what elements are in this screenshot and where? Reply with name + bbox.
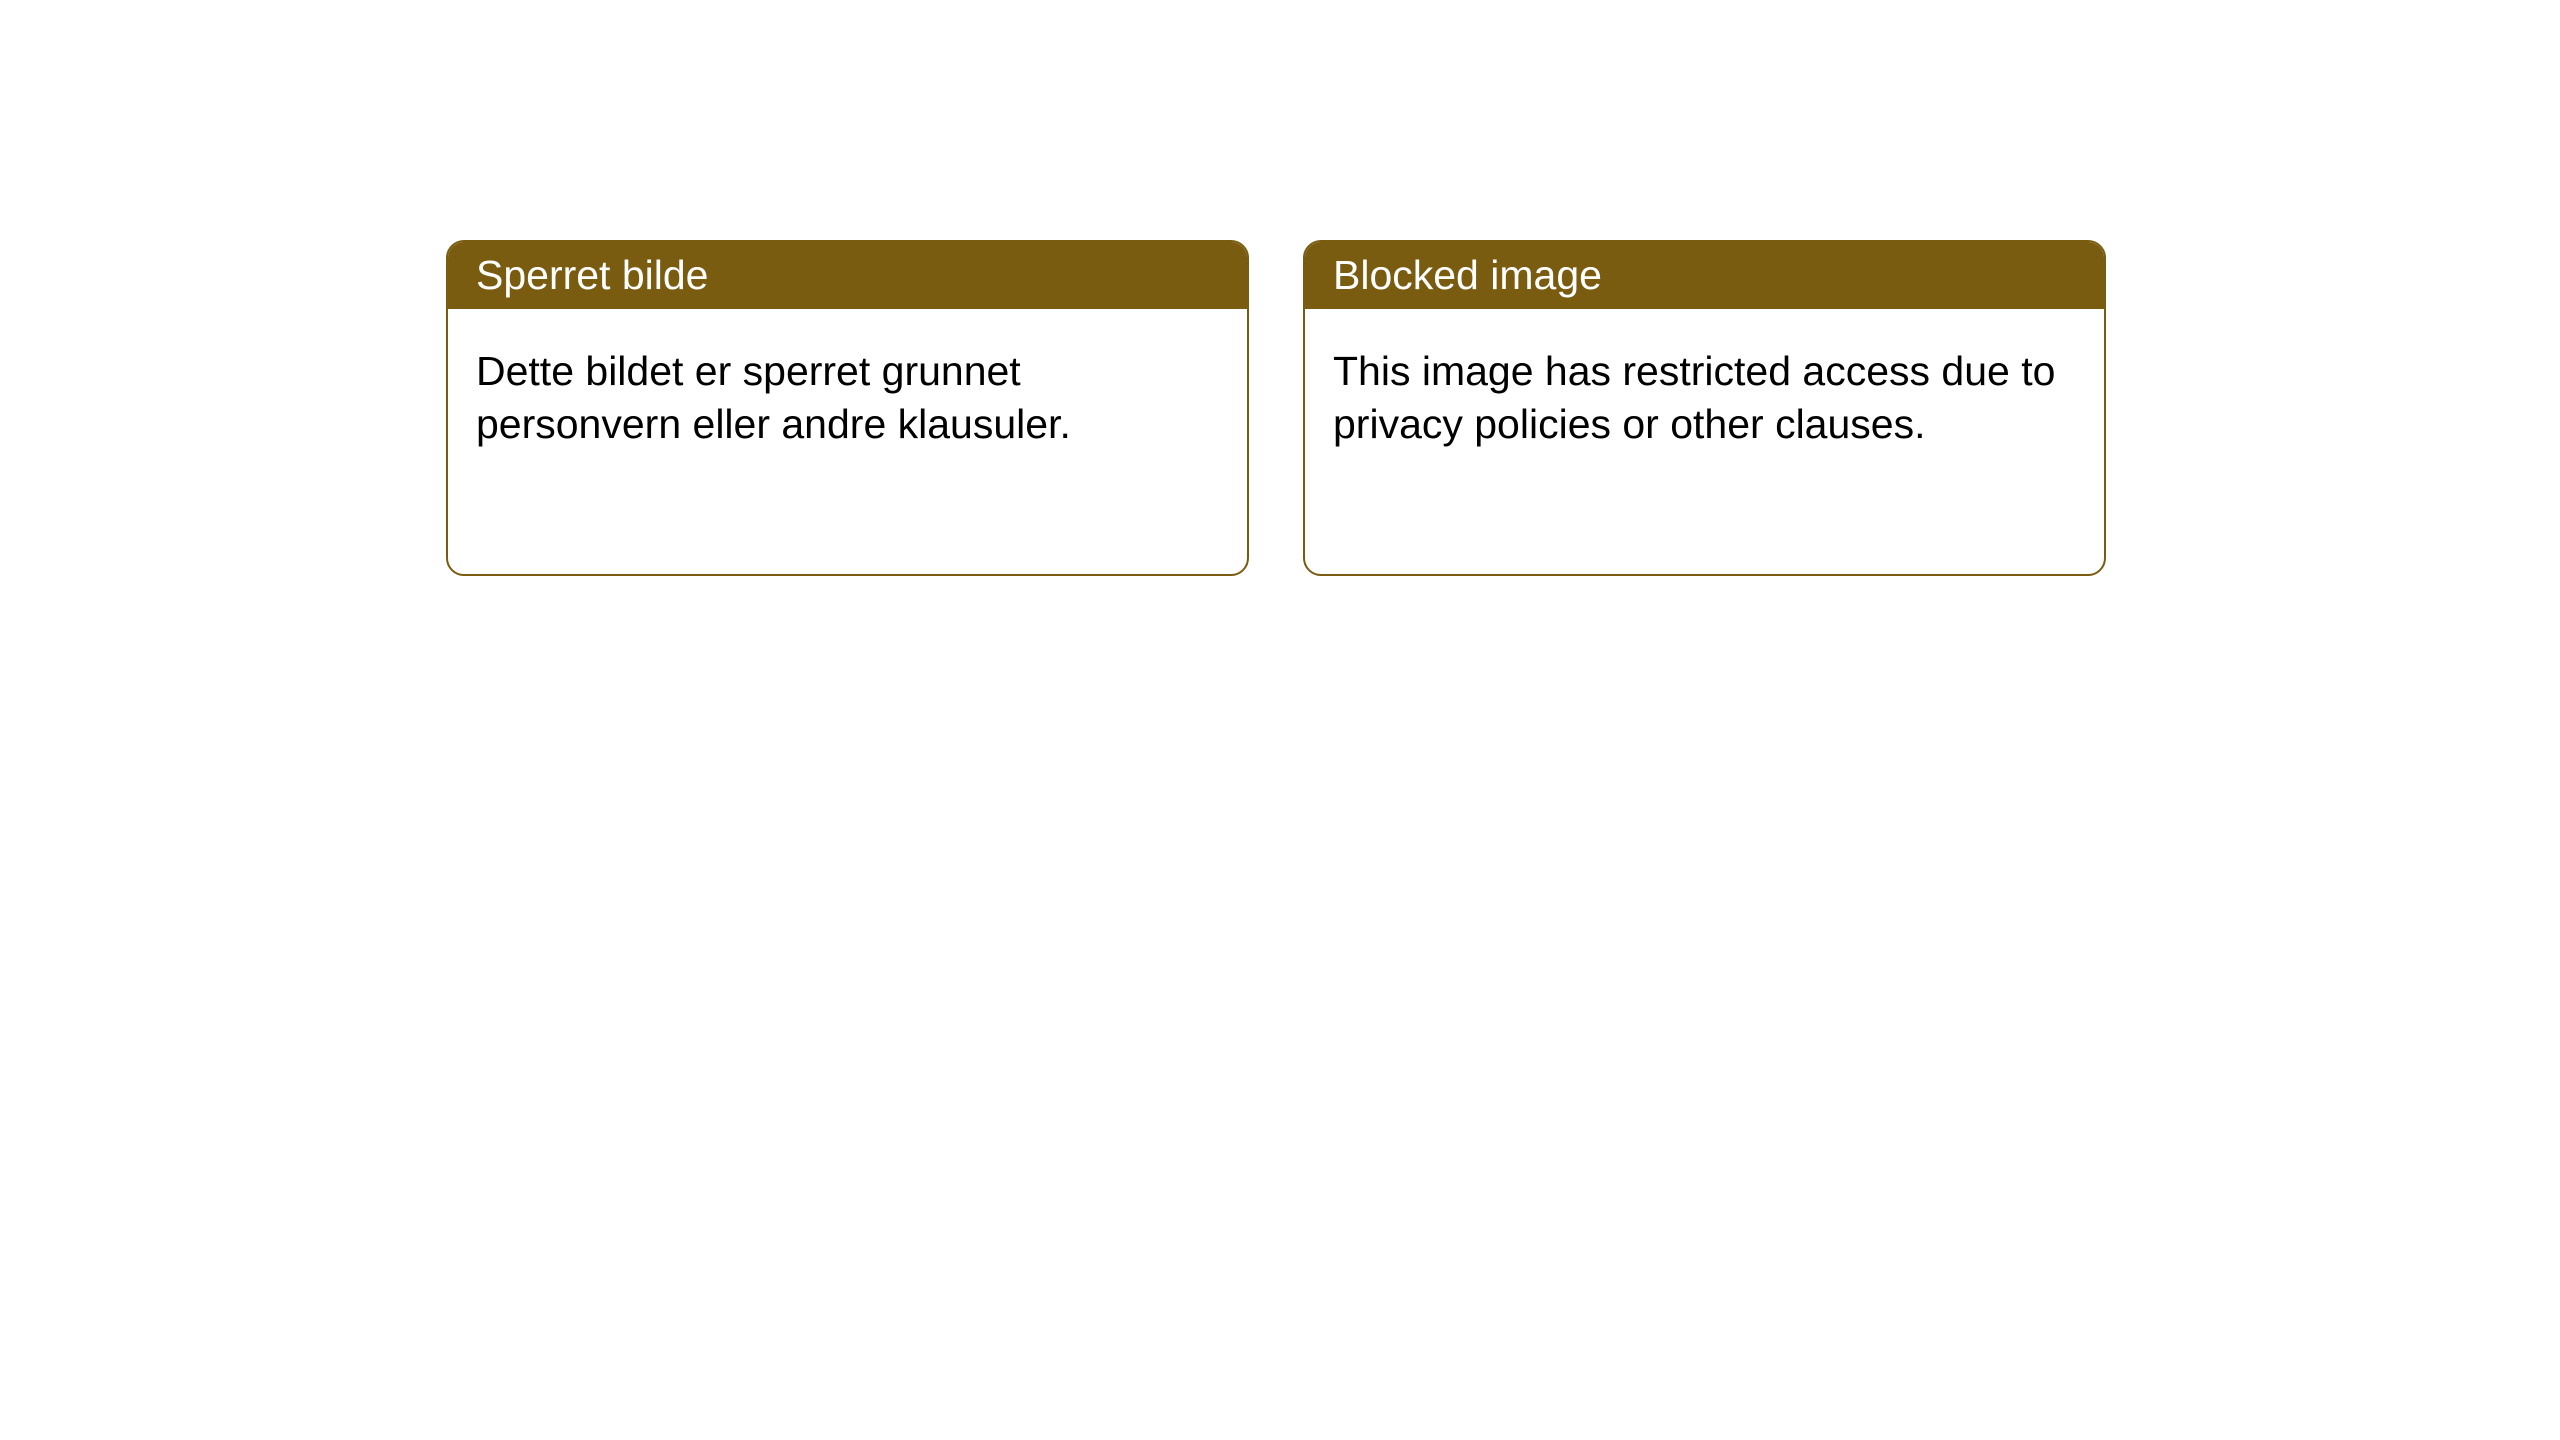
card-header: Sperret bilde [448, 242, 1247, 309]
card-body: Dette bildet er sperret grunnet personve… [448, 309, 1247, 488]
blocked-image-card-english: Blocked image This image has restricted … [1303, 240, 2106, 576]
card-title: Blocked image [1333, 252, 1602, 298]
card-title: Sperret bilde [476, 252, 708, 298]
notice-container: Sperret bilde Dette bildet er sperret gr… [0, 0, 2560, 576]
blocked-image-card-norwegian: Sperret bilde Dette bildet er sperret gr… [446, 240, 1249, 576]
card-body: This image has restricted access due to … [1305, 309, 2104, 488]
card-message: This image has restricted access due to … [1333, 348, 2055, 447]
card-message: Dette bildet er sperret grunnet personve… [476, 348, 1071, 447]
card-header: Blocked image [1305, 242, 2104, 309]
